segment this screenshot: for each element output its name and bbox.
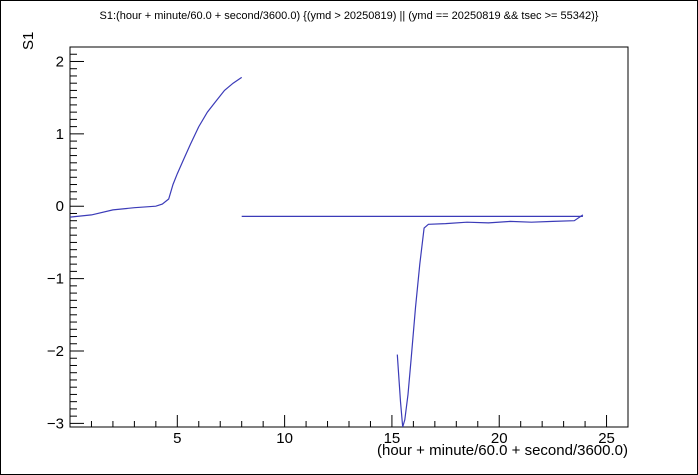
y-tick-label: 1 xyxy=(56,126,64,143)
series-line-3 xyxy=(396,214,584,428)
y-tick-label: −1 xyxy=(47,271,64,288)
x-tick-label: 20 xyxy=(491,430,508,447)
x-tick-label: 10 xyxy=(276,430,293,447)
y-tick-label: −2 xyxy=(47,343,64,360)
y-tick-label: 0 xyxy=(56,198,64,215)
x-tick-label: 5 xyxy=(173,430,181,447)
x-tick-label: 25 xyxy=(598,430,615,447)
series-line-1 xyxy=(69,76,243,218)
x-tick-label: 15 xyxy=(384,430,401,447)
y-axis-label: S1 xyxy=(20,31,37,50)
plot-frame xyxy=(69,46,629,428)
y-tick-label: −3 xyxy=(47,415,64,432)
chart-title: S1:(hour + minute/60.0 + second/3600.0) … xyxy=(99,10,599,22)
x-axis-label: (hour + minute/60.0 + second/3600.0) xyxy=(376,442,628,459)
y-tick-label: 2 xyxy=(56,53,64,70)
